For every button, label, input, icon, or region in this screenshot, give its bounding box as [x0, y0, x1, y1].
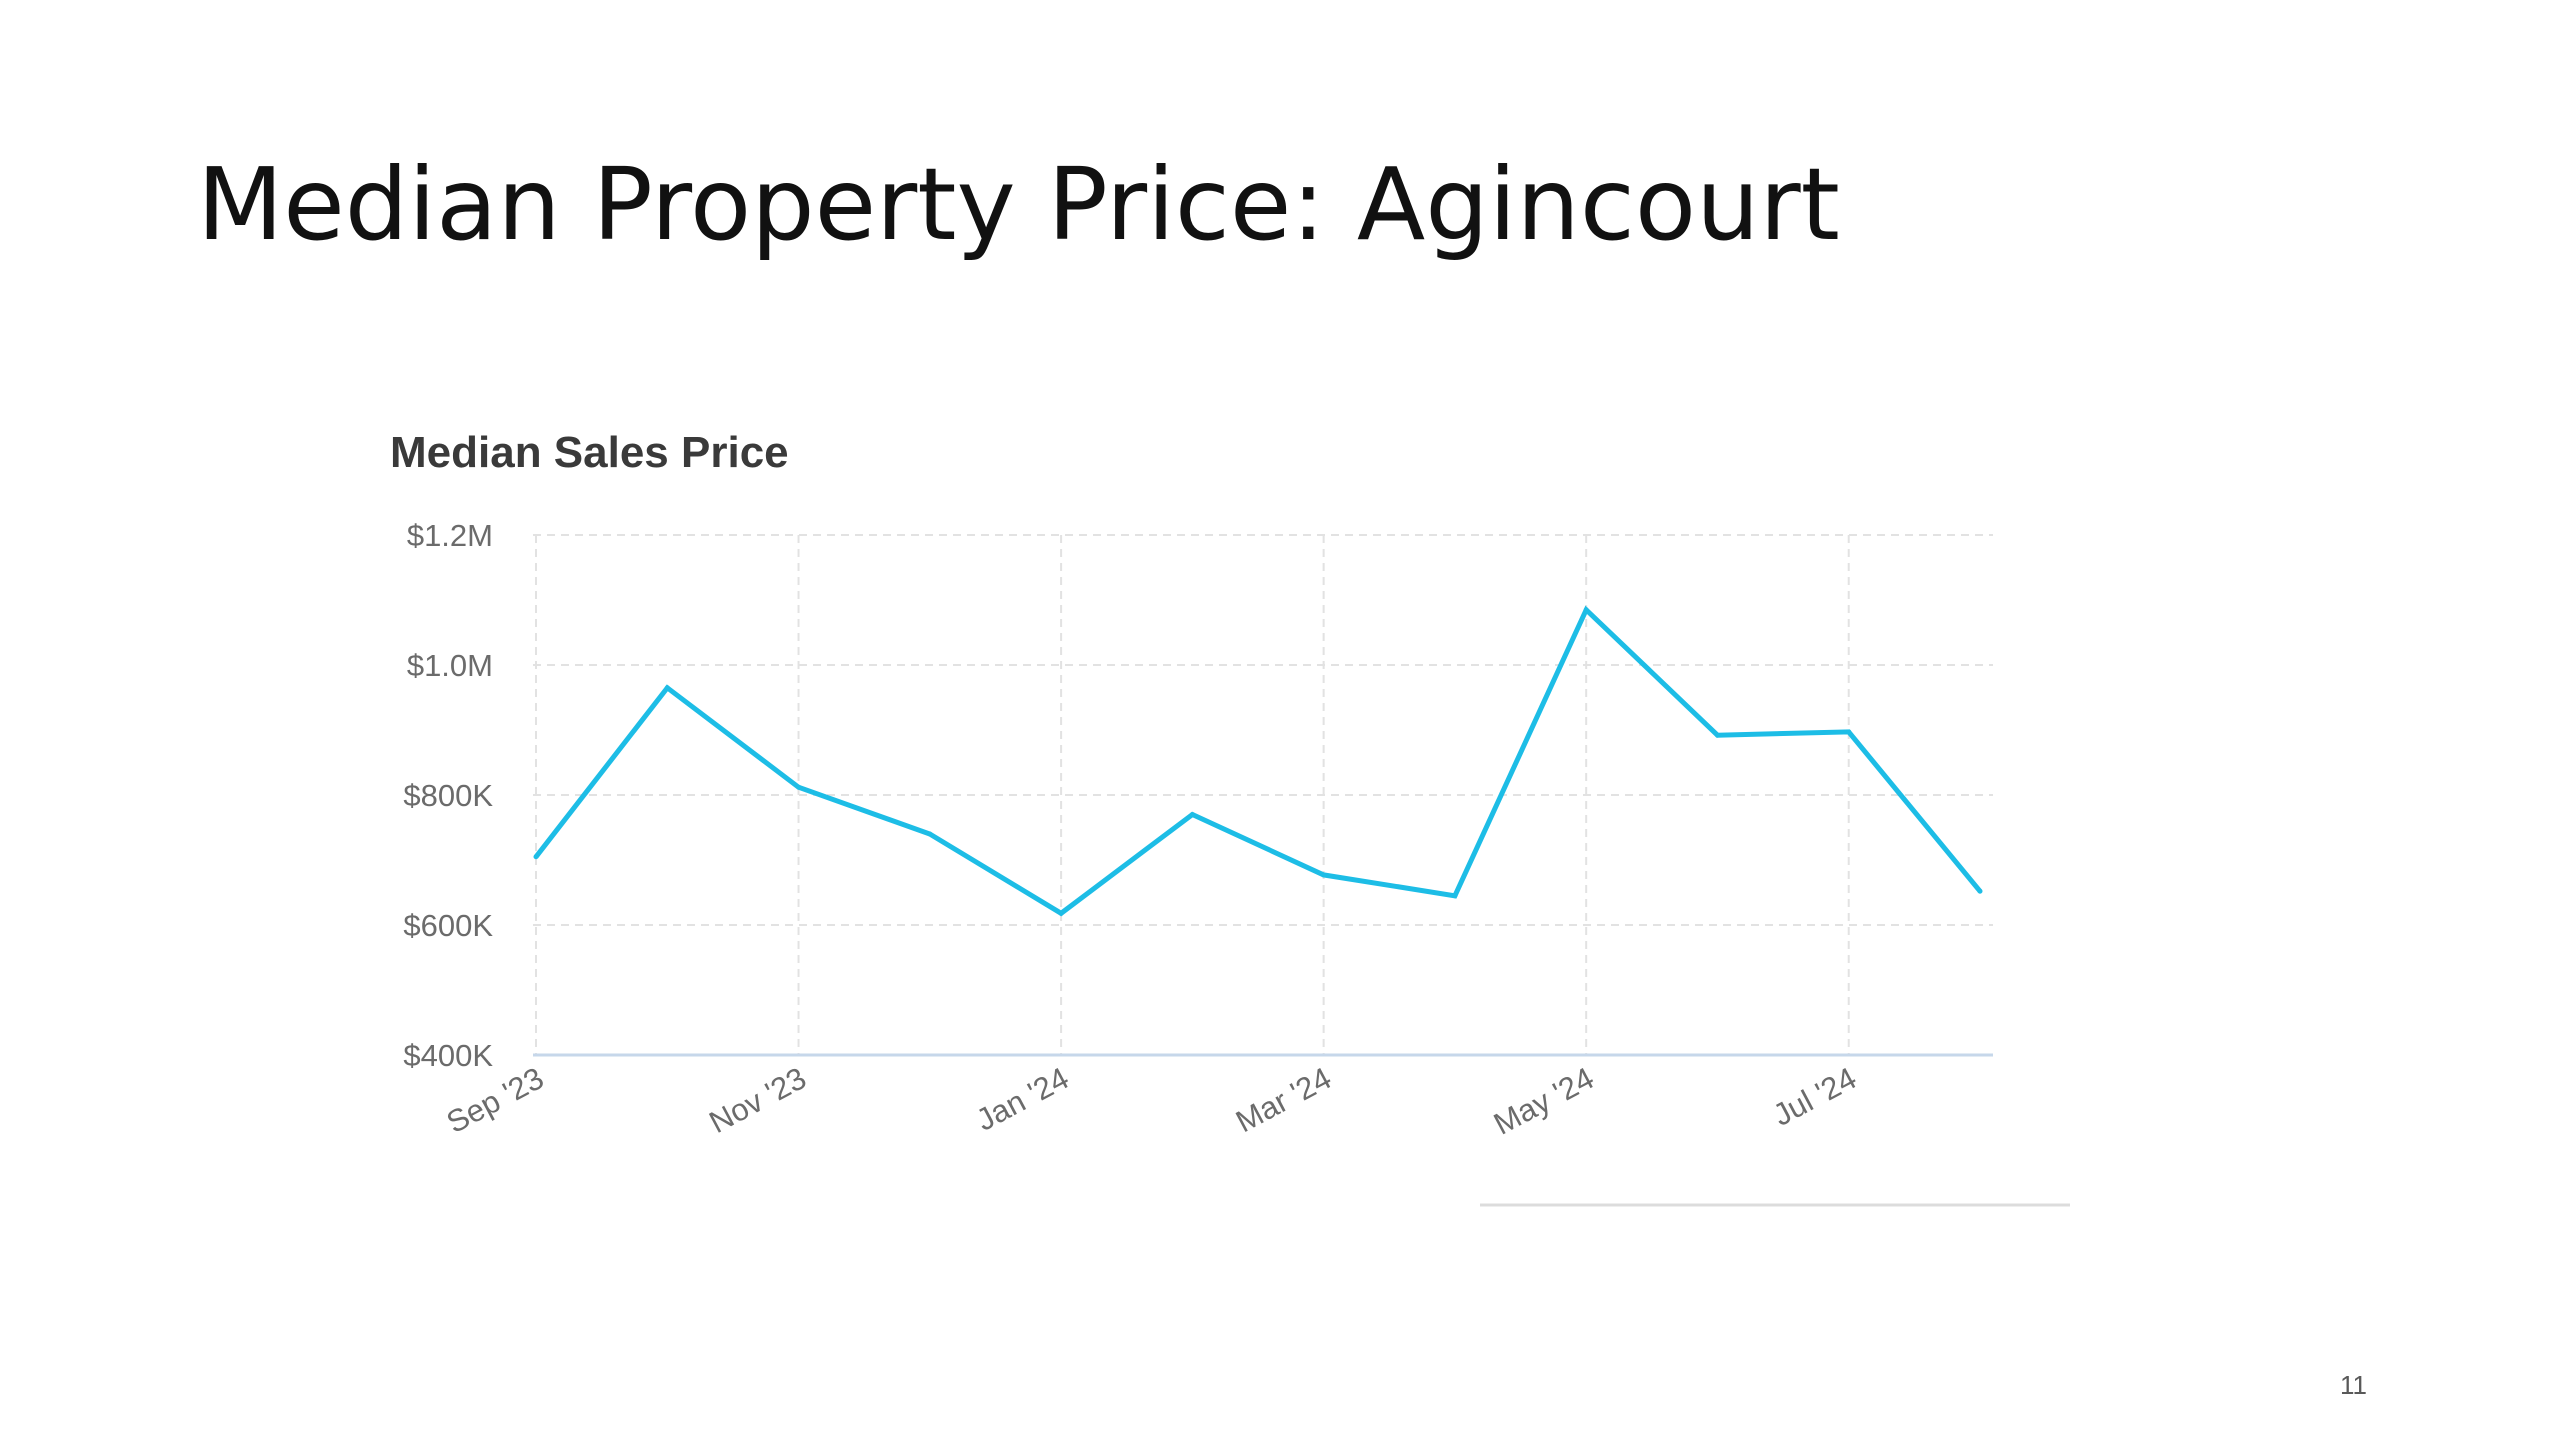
- data-point: [1846, 729, 1852, 735]
- data-point: [1189, 812, 1195, 817]
- y-tick-label: $400K: [403, 1038, 493, 1073]
- slide-number: 11: [2340, 1370, 2367, 1400]
- y-tick-label: $1.0M: [407, 648, 493, 683]
- data-point: [533, 854, 539, 860]
- data-point: [1714, 732, 1720, 738]
- chart-background: [370, 400, 2070, 1220]
- y-tick-label: $600K: [403, 908, 493, 943]
- data-point: [927, 831, 933, 837]
- chart-title: Median Sales Price: [390, 428, 789, 477]
- series-layer: [533, 605, 1983, 917]
- data-point: [1977, 888, 1983, 894]
- slide-title: Median Property Price: Agincourt: [197, 146, 1840, 263]
- y-tick-label: $800K: [403, 778, 493, 813]
- grid: [533, 534, 1993, 1055]
- y-tick-labels: $1.2M $1.0M $800K $600K $400K: [403, 518, 493, 1073]
- chart-svg: Median Sales Price $1.2M$1.0M$800K$600K$…: [370, 400, 2070, 1220]
- data-point: [1583, 607, 1589, 613]
- data-point: [1321, 872, 1327, 878]
- series-line: [534, 605, 1982, 917]
- median-sales-price-chart: Median Sales Price $1.2M $1.0M $800K $600K $…: [370, 400, 2070, 1220]
- data-point: [664, 685, 670, 691]
- data-point: [1452, 893, 1458, 899]
- data-point: [1058, 910, 1064, 916]
- y-tick-label: $1.2M: [407, 518, 493, 553]
- data-point: [796, 784, 802, 790]
